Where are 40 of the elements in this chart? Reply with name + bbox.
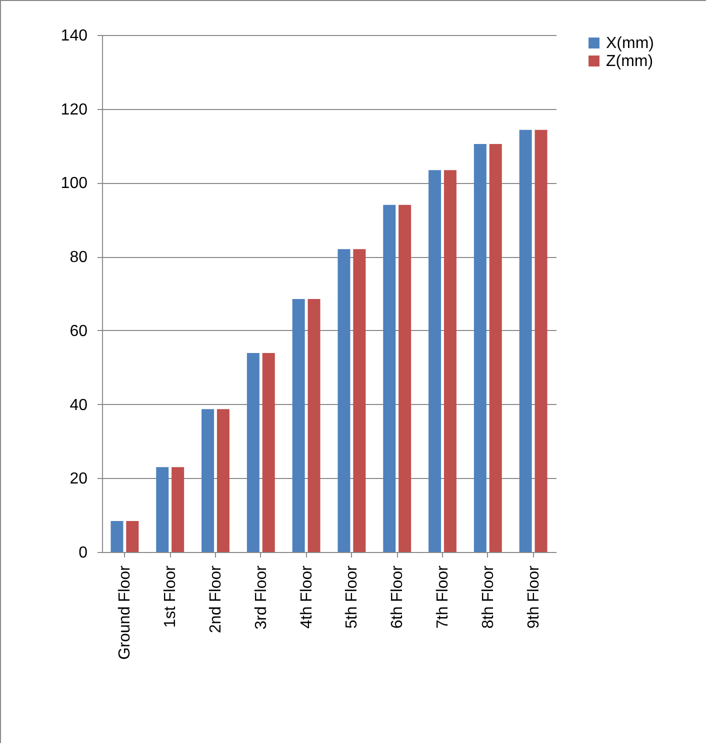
y-tick-label: 120 [60,101,88,118]
bar [428,170,442,552]
x-tick-label: 9th Floor [525,564,542,629]
bar [202,409,214,552]
x-tick-label: 4th Floor [298,564,316,629]
y-tick-label: 60 [70,322,88,340]
x-tick-label: 3rd Floor [252,564,270,630]
y-tick-label: 140 [60,28,88,44]
bar [338,249,350,552]
bar [292,299,305,552]
y-tick-label: 20 [70,470,88,488]
x-tick-label: 1st Floor [162,564,180,628]
x-tick-label: 6th Floor [389,564,406,629]
bar [534,130,548,552]
bar [474,144,486,552]
bar [383,204,396,552]
y-tick-label: 100 [60,175,88,192]
y-tick-label: 80 [70,249,88,266]
legend-label: X(mm) [606,35,654,52]
bar [216,409,230,552]
bar [110,520,124,552]
bar [246,352,260,552]
x-tick-label: 8th Floor [480,564,497,629]
bar [444,170,456,552]
y-tick-label: 40 [70,396,88,414]
bar [172,467,184,552]
bar [353,249,366,552]
bar [519,130,532,552]
x-tick-label: 5th Floor [344,564,361,629]
x-tick-label: 2nd Floor [208,564,224,634]
x-tick-label: Ground Floor [116,564,134,660]
bar [398,204,412,552]
x-tick-label: 7th Floor [434,564,452,629]
bar [156,467,169,552]
bar [308,299,320,552]
legend-label: Z(mm) [606,53,654,70]
bar [126,520,139,552]
bar [262,352,275,552]
bar [489,144,502,552]
y-tick-label: 0 [78,544,88,562]
